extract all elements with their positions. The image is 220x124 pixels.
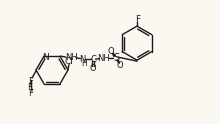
Text: F: F xyxy=(29,89,33,97)
Text: H: H xyxy=(81,59,87,68)
Text: C: C xyxy=(90,55,96,64)
Text: F: F xyxy=(28,82,32,92)
Text: N: N xyxy=(79,55,85,64)
Text: NH: NH xyxy=(98,54,110,63)
Text: S: S xyxy=(113,53,119,63)
Text: Cl: Cl xyxy=(64,57,73,65)
Text: F: F xyxy=(136,15,141,24)
Text: N: N xyxy=(43,53,49,62)
Text: O: O xyxy=(108,47,114,56)
Text: NH: NH xyxy=(65,53,77,62)
Text: O: O xyxy=(117,61,123,70)
Text: F: F xyxy=(29,77,33,86)
Text: O: O xyxy=(90,64,96,73)
